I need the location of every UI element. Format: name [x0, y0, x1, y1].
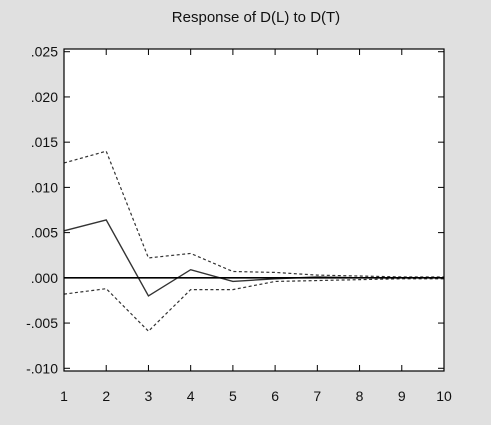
x-tick-label: 2 [102, 388, 110, 404]
y-tick-label: .000 [31, 270, 58, 286]
x-tick-label: 9 [398, 388, 406, 404]
x-tick-label: 6 [271, 388, 279, 404]
x-axis: 1 2 3 4 5 6 7 8 9 10 [60, 49, 452, 404]
y-tick-label: -.005 [26, 315, 58, 331]
upper-band-line [63, 150, 444, 278]
y-axis: .025 .020 .015 .010 .005 .000 -.005 -.010 [26, 44, 444, 376]
plot-area [64, 49, 444, 371]
x-tick-label: 3 [145, 388, 153, 404]
plot-frame [63, 48, 445, 372]
x-tick-label: 4 [187, 388, 195, 404]
y-tick-label: -.010 [26, 360, 58, 376]
lower-band-line [63, 278, 444, 333]
x-tick-label: 10 [436, 388, 452, 404]
x-tick-label: 5 [229, 388, 237, 404]
y-tick-label: .025 [31, 44, 58, 60]
y-tick-label: .010 [31, 179, 58, 195]
y-tick-label: .015 [31, 134, 58, 150]
x-tick-label: 1 [60, 388, 68, 404]
y-tick-label: .005 [31, 225, 58, 241]
y-tick-label: .020 [31, 89, 58, 105]
x-tick-label: 7 [313, 388, 321, 404]
x-tick-label: 8 [356, 388, 364, 404]
chart-title: Response of D(L) to D(T) [172, 9, 340, 26]
